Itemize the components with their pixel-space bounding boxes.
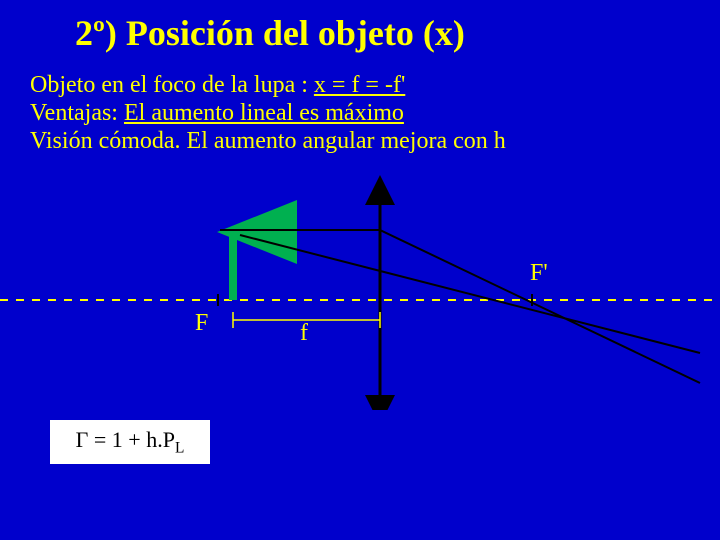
slide-title: 2º) Posición del objeto (x) (75, 12, 465, 54)
optics-diagram (0, 170, 720, 410)
body-line-3: Visión cómoda. El aumento angular mejora… (30, 128, 506, 155)
formula-box: Γ = 1 + h.PL (50, 420, 210, 464)
slide: 2º) Posición del objeto (x) Objeto en el… (0, 0, 720, 540)
label-f: f (300, 320, 308, 347)
label-F: F (195, 310, 208, 337)
formula-text: Γ = 1 + h.PL (76, 427, 185, 457)
body-line-1: Objeto en el foco de la lupa : x = f = -… (30, 72, 405, 99)
label-Fp: F' (530, 260, 548, 287)
body-line-2: Ventajas: El aumento lineal es máximo (30, 100, 404, 127)
